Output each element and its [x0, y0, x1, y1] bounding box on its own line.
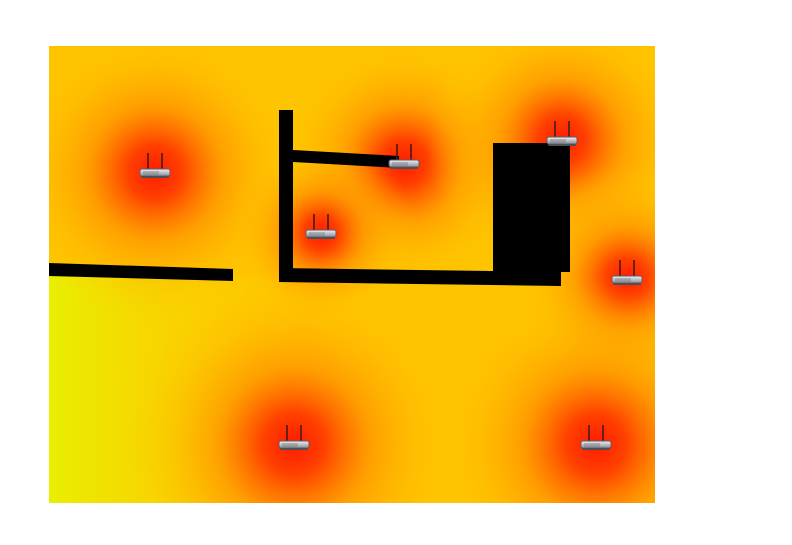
- heatmap-svg: [49, 46, 655, 503]
- signal-heatmap: [49, 46, 655, 503]
- wall-left-horizontal: [49, 263, 233, 281]
- signal-glow-ap-6: [124, 274, 464, 503]
- wall-inner-vertical: [279, 110, 293, 270]
- walls-layer: [49, 110, 570, 286]
- wall-block-right: [493, 143, 570, 286]
- wall-inner-top-diagonal: [293, 150, 399, 168]
- wall-inner-bottom: [279, 268, 561, 286]
